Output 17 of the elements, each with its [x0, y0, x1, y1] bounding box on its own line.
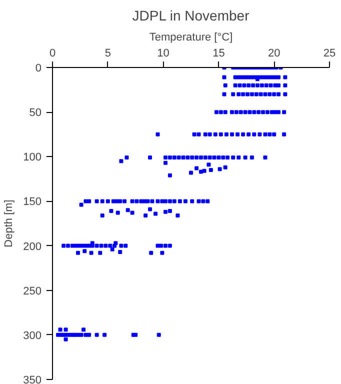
x-tick-label: 20	[268, 48, 280, 60]
x-tick-label: 0	[49, 48, 56, 60]
x-tick-label: 5	[104, 48, 111, 60]
x-tick-label: 10	[157, 48, 170, 60]
y-tick-label: 300	[23, 330, 42, 342]
y-tick-label: 350	[23, 374, 42, 384]
y-tick-label: 250	[23, 285, 42, 298]
x-tick-label: 25	[323, 48, 336, 60]
y-tick-label: 200	[23, 240, 42, 253]
y-tick-label: 0	[35, 62, 42, 74]
y-axis-title: Depth [m]	[3, 200, 16, 248]
chart-title: JDPL in November	[132, 8, 250, 24]
y-tick-label: 150	[23, 196, 42, 208]
y-tick-label: 100	[23, 152, 42, 164]
x-axis-title: Temperature [°C]	[149, 32, 233, 44]
y-tick-label: 50	[29, 107, 42, 120]
x-tick-label: 15	[212, 48, 225, 60]
